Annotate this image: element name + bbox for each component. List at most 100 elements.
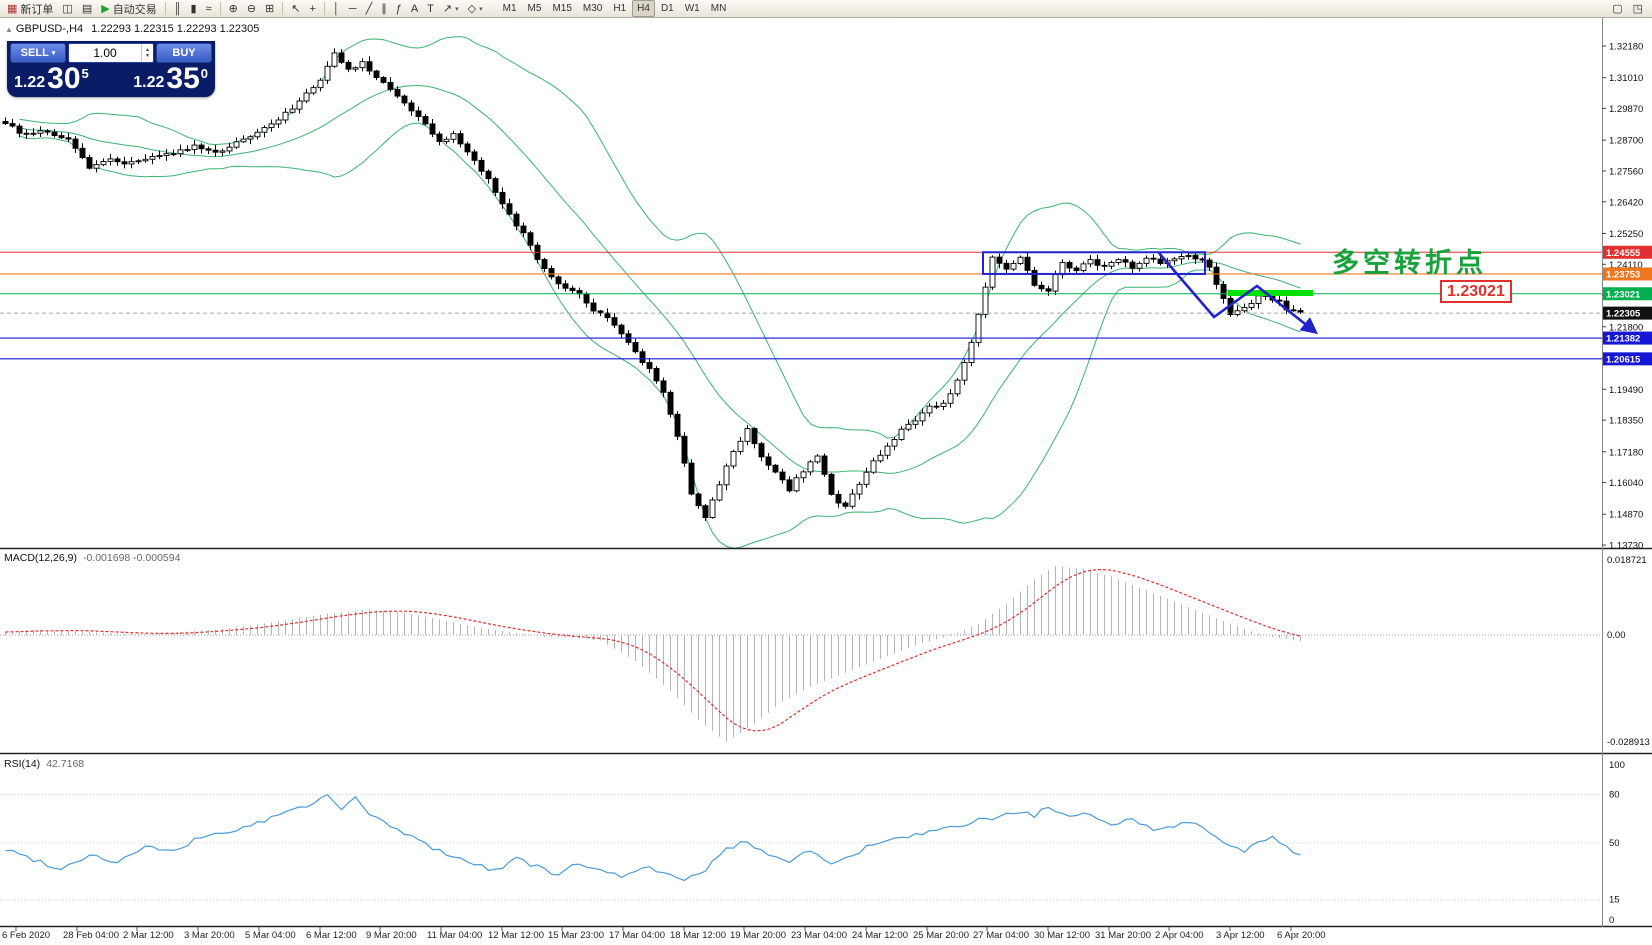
sell-price-point: 5 xyxy=(81,66,89,81)
volume-increase-button[interactable]: ▴ xyxy=(145,47,149,53)
channel-icon[interactable]: ∥ xyxy=(377,0,391,18)
chevron-down-icon[interactable]: ▾ xyxy=(455,5,459,13)
volume-field: ▴ ▾ xyxy=(68,43,154,63)
fibonacci-icon[interactable]: ƒ xyxy=(392,0,406,18)
line-chart-icon[interactable]: ≈ xyxy=(202,0,216,18)
tile-windows-icon-glyph: ⊞ xyxy=(265,2,275,15)
consolidation-range-box xyxy=(982,251,1206,275)
volume-decrease-button[interactable]: ▾ xyxy=(145,53,149,59)
time-axis-label: 2 Mar 12:00 xyxy=(123,930,174,941)
rsi-scale-label: 80 xyxy=(1609,789,1620,800)
time-axis-label: 19 Mar 20:00 xyxy=(730,930,786,941)
price-axis-label: 1.28700 xyxy=(1609,136,1643,147)
time-axis-label: 9 Mar 20:00 xyxy=(366,930,417,941)
price-tag-label: 1.21382 xyxy=(1606,334,1640,345)
price-axis: 1.32180 1.31010 1.29870 1.28700 1.27560 1.264… xyxy=(1602,42,1650,926)
timeframe-m5-button[interactable]: M5 xyxy=(527,3,542,14)
trendline-icon-glyph: ╱ xyxy=(365,2,373,15)
new-chart-icon[interactable]: ▢ xyxy=(1612,3,1623,15)
price-tag xyxy=(1603,267,1652,281)
volume-input[interactable] xyxy=(69,44,141,62)
shapes-icon[interactable]: ◇ ▾ xyxy=(464,0,487,18)
toolbar-separator xyxy=(164,2,166,15)
symbol-marker-icon: ▲ xyxy=(5,25,13,34)
rsi-value: 42.7168 xyxy=(46,758,85,770)
timeframe-mn-button[interactable]: MN xyxy=(710,3,727,14)
time-axis-label: 17 Mar 04:00 xyxy=(609,930,665,941)
time-axis-label: 12 Mar 12:00 xyxy=(488,930,544,941)
price-axis-label: 1.18350 xyxy=(1609,416,1643,427)
bar-chart-icon-glyph: ║ xyxy=(173,2,182,15)
time-axis-label: 5 Mar 04:00 xyxy=(245,930,296,941)
price-tag xyxy=(1603,287,1652,301)
macd-indicator-label: MACD(12,26,9) -0.001698 -0.000594 xyxy=(4,552,180,564)
time-axis-label: 23 Mar 04:00 xyxy=(791,930,847,941)
rsi-line xyxy=(5,793,1301,882)
buy-price-big: 1.22 xyxy=(133,73,165,91)
tile-windows-icon[interactable]: ⊞ xyxy=(261,0,278,18)
time-axis-label: 28 Feb 04:00 xyxy=(63,930,119,941)
autotrading-button[interactable]: ▶ 自动交易 xyxy=(97,0,160,18)
time-axis-label: 27 Mar 04:00 xyxy=(973,930,1029,941)
crosshair-icon[interactable]: + xyxy=(305,0,319,18)
toolbar-separator xyxy=(323,2,325,15)
toolbar: ▦ 新订单 ◫ ▤ ▶ 自动交易 ║ ▮ ≈ ⊕ ⊖ ⊞ ↖ + │ ─ ╱ ∥ ƒ A T ↗ ▾ ◇ ▾ M1 M5 M15 M30… xyxy=(0,0,1652,18)
price-axis-label: 1.14870 xyxy=(1609,510,1643,521)
timeframe-h1-button[interactable]: H1 xyxy=(613,3,627,14)
price-tag xyxy=(1603,352,1652,366)
macd-signal-line xyxy=(5,569,1301,732)
panel-frame xyxy=(0,18,1652,928)
buy-price: 1.22 35 0 xyxy=(133,62,208,95)
horizontal-line-icon[interactable]: ─ xyxy=(345,0,361,18)
time-axis-label: 11 Mar 04:00 xyxy=(427,930,482,941)
chart-window-icon[interactable]: ◫ xyxy=(58,0,76,18)
chart-annotations xyxy=(982,251,1318,335)
label-icon[interactable]: T xyxy=(423,0,438,18)
toolbar-right-group: ▢ ◳ xyxy=(1608,0,1649,18)
macd-scale-label: 0.00 xyxy=(1607,630,1626,641)
timeframe-m30-button[interactable]: M30 xyxy=(582,3,603,14)
timeframe-m1-button[interactable]: M1 xyxy=(502,3,517,14)
sell-button[interactable]: SELL ▾ xyxy=(10,43,66,63)
rsi-scale-label: 15 xyxy=(1609,895,1620,906)
zoom-in-icon[interactable]: ⊕ xyxy=(225,0,242,18)
bar-chart-icon[interactable]: ║ xyxy=(170,0,186,18)
timeframe-h4-button[interactable]: H4 xyxy=(632,0,655,17)
rsi-scale-label: 50 xyxy=(1609,838,1620,849)
window-layout-icon[interactable]: ◳ xyxy=(1632,3,1643,15)
profile-icon-glyph: ▤ xyxy=(81,2,93,15)
time-axis-label: 18 Mar 12:00 xyxy=(670,930,726,941)
zoom-out-icon[interactable]: ⊖ xyxy=(243,0,260,18)
candlestick-chart-icon-glyph: ▮ xyxy=(190,2,197,15)
sell-price: 1.22 30 5 xyxy=(14,64,89,93)
rsi-panel xyxy=(0,793,1602,901)
chevron-down-icon[interactable]: ▾ xyxy=(479,5,483,13)
price-axis-label: 1.25250 xyxy=(1609,229,1643,240)
cursor-icon[interactable]: ↖ xyxy=(287,0,304,18)
chart-window-icon-glyph: ◫ xyxy=(62,2,73,15)
vertical-line-icon[interactable]: │ xyxy=(329,0,344,18)
timeframe-m15-button[interactable]: M15 xyxy=(552,3,572,14)
zoom-out-icon-glyph: ⊖ xyxy=(246,2,257,15)
arrows-icon[interactable]: ↗ ▾ xyxy=(439,0,463,18)
candlestick-chart-icon[interactable]: ▮ xyxy=(186,0,200,18)
macd-panel xyxy=(0,565,1602,742)
macd-scale-label: 0.018721 xyxy=(1607,555,1647,566)
fibonacci-icon-glyph: ƒ xyxy=(395,2,402,15)
sell-options-caret-icon[interactable]: ▾ xyxy=(51,50,56,57)
buy-price-pips: 35 xyxy=(166,62,200,95)
sell-button-label: SELL xyxy=(20,47,49,59)
toolbar-separator xyxy=(219,2,221,15)
symbol-header: ▲ GBPUSD-,H4 1.22293 1.22315 1.22293 1.223… xyxy=(5,23,259,35)
profile-icon[interactable]: ▤ xyxy=(78,0,96,18)
time-axis-label: 3 Mar 20:00 xyxy=(184,930,235,941)
timeframe-w1-button[interactable]: W1 xyxy=(684,3,700,14)
vertical-line-icon-glyph: │ xyxy=(332,2,340,15)
text-icon[interactable]: A xyxy=(407,0,422,18)
timeframe-d1-button[interactable]: D1 xyxy=(660,3,674,14)
buy-button[interactable]: BUY xyxy=(156,43,212,63)
trendline-icon[interactable]: ╱ xyxy=(362,0,377,18)
new-order-button[interactable]: ▦ 新订单 xyxy=(3,0,57,18)
price-tag-label: 1.22305 xyxy=(1606,309,1641,320)
